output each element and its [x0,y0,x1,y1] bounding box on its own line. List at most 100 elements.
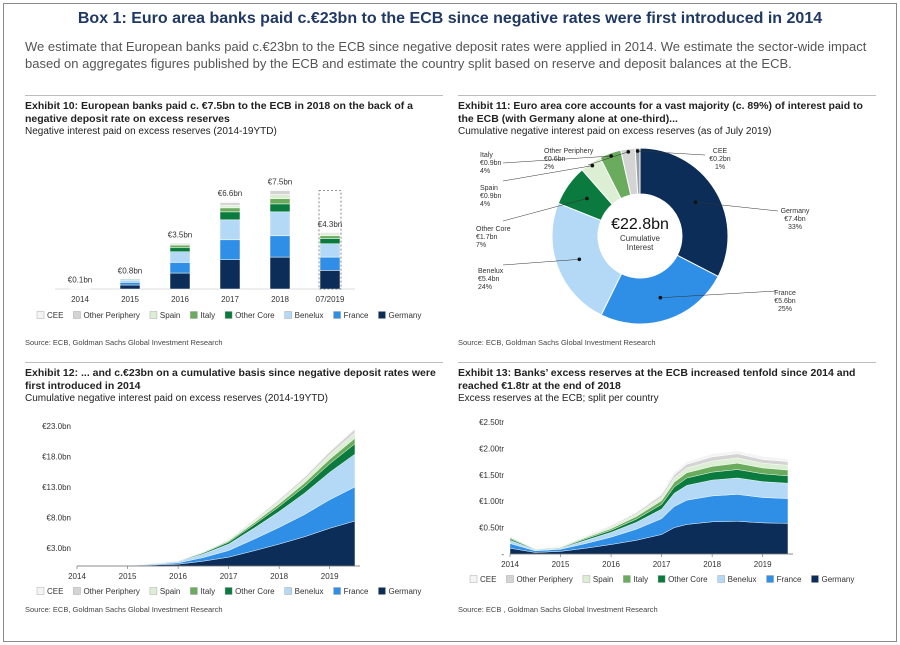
legend-swatch [190,311,198,319]
slice-share-label: 4% [480,201,490,208]
legend-label: Other Core [668,575,708,584]
legend-swatch [73,587,81,595]
total-label: €4.3bn [318,220,342,229]
x-tick-label: 2017 [221,295,239,304]
slice-label: CEE [713,148,728,155]
exhibit-title: Exhibit 12: ... and c.€23bn on a cumulat… [25,367,436,392]
leader-line [502,165,593,182]
bar-segment [269,256,291,290]
area-band [509,450,789,549]
slice-share-label: 1% [715,164,725,171]
legend-label: CEE [480,575,496,584]
exhibit-panel: Exhibit 13: Banks’ excess reserves at th… [458,362,876,619]
exhibit-subtitle: Excess reserves at the ECB; split per co… [458,393,659,404]
bar-segment [169,272,191,290]
source: Source: ECB, Goldman Sachs Global Invest… [25,605,223,614]
slice-share-label: 25% [778,306,792,313]
slice-share-label: 4% [480,168,490,175]
bar-segment [269,194,291,199]
slice-value-label: €5.4bn [478,276,500,283]
x-tick-label: 2015 [121,295,139,304]
leader-dot [635,149,640,153]
chart: €0.1bn 2014 €0.8bn 2015 €3.5bn 2016 €6.6bn 2017… [36,177,421,320]
legend-swatch [333,311,341,319]
y-tick-label: €8.0bn [47,513,71,522]
slice-label: France [774,290,796,297]
exhibit-title: Exhibit 11: Euro area core accounts for … [458,100,863,125]
slice-share-label: 33% [788,224,802,231]
legend-label: France [344,311,369,320]
x-tick-label: 2014 [71,295,89,304]
source: Source: ECB , Goldman Sachs Global Inves… [458,605,658,614]
legend-label: Spain [160,311,180,320]
y-tick-label: €3.0bn [47,544,71,553]
y-tick-label: €1.00tr [479,497,504,506]
donut-slice [639,147,729,278]
bar-segment [269,203,291,213]
source: Source: ECB, Goldman Sachs Global Invest… [25,338,223,347]
exhibit-title: Exhibit 10: European banks paid c. €7.5b… [25,100,414,125]
legend-label: Other Core [235,587,275,596]
legend-swatch [469,575,478,583]
legend-label: Other Periphery [83,311,139,320]
legend-label: CEE [47,311,63,320]
slice-share-label: 7% [476,242,486,249]
slice-label: Other Periphery [544,148,594,155]
legend-label: Benelux [728,575,757,584]
leader-line [587,151,629,166]
exhibit-panel: Exhibit 11: Euro area core accounts for … [458,95,876,352]
x-tick-label: 2014 [68,572,86,581]
y-tick-label: €2.50tr [479,418,504,427]
y-tick-label: €23.0bn [42,422,71,431]
donut-center: €22.8bn Cumulative Interest [610,216,670,252]
x-tick-label: 2018 [270,572,288,581]
slice-value-label: €0.2bn [709,156,731,163]
leader-line [502,259,580,266]
bar-segment [169,262,191,274]
legend-swatch [766,575,774,583]
legend-label: Italy [200,587,215,596]
exhibit-title: Exhibit 13: Banks’ excess reserves at th… [458,367,856,392]
legend-label: Other Periphery [516,575,572,584]
legend-label: Spain [593,575,613,584]
x-tick-label: 2015 [119,572,137,581]
y-tick-label: €0.50tr [479,524,504,533]
bar-segment [219,207,241,213]
donut-slice [551,202,623,316]
bar-segment [169,251,191,263]
leader-line [502,155,612,164]
slice-value-label: €0.9bn [480,160,502,167]
legend-label: Germany [821,575,854,584]
x-tick-label: 2016 [602,560,620,569]
box-title: Box 1: Euro area banks paid c.€23bn to t… [77,10,823,27]
y-tick-label: - [501,550,504,559]
bar-segment [219,239,241,260]
legend-swatch [36,587,45,595]
x-tick-label: 2019 [321,572,339,581]
legend-label: Benelux [295,311,324,320]
bar-segment [219,219,241,241]
bar-segment [119,284,141,290]
leader-line [660,290,777,298]
legend-label: CEE [47,587,63,596]
slice-share-label: 24% [478,284,492,291]
legend-swatch [582,575,591,583]
x-tick-label: 2014 [501,560,519,569]
legend-label: Germany [388,311,421,320]
exhibit-subtitle: Negative interest paid on excess reserve… [25,126,277,137]
slice-label: Other Core [476,226,511,233]
bar-segment [219,259,241,290]
legend-label: Benelux [295,587,324,596]
legend-swatch [36,311,45,319]
leader-line [502,198,588,222]
leader-dot [577,257,582,262]
slice-label: Italy [480,152,493,159]
total-label: €0.8bn [118,266,142,275]
bar-segment [269,190,291,195]
legend-swatch [623,575,631,583]
chart: - €0.50tr €1.00tr €1.50tr €2.00tr €2.50tr 2014… [469,418,854,584]
legend-swatch [73,311,81,319]
x-tick-label: 2017 [653,560,671,569]
